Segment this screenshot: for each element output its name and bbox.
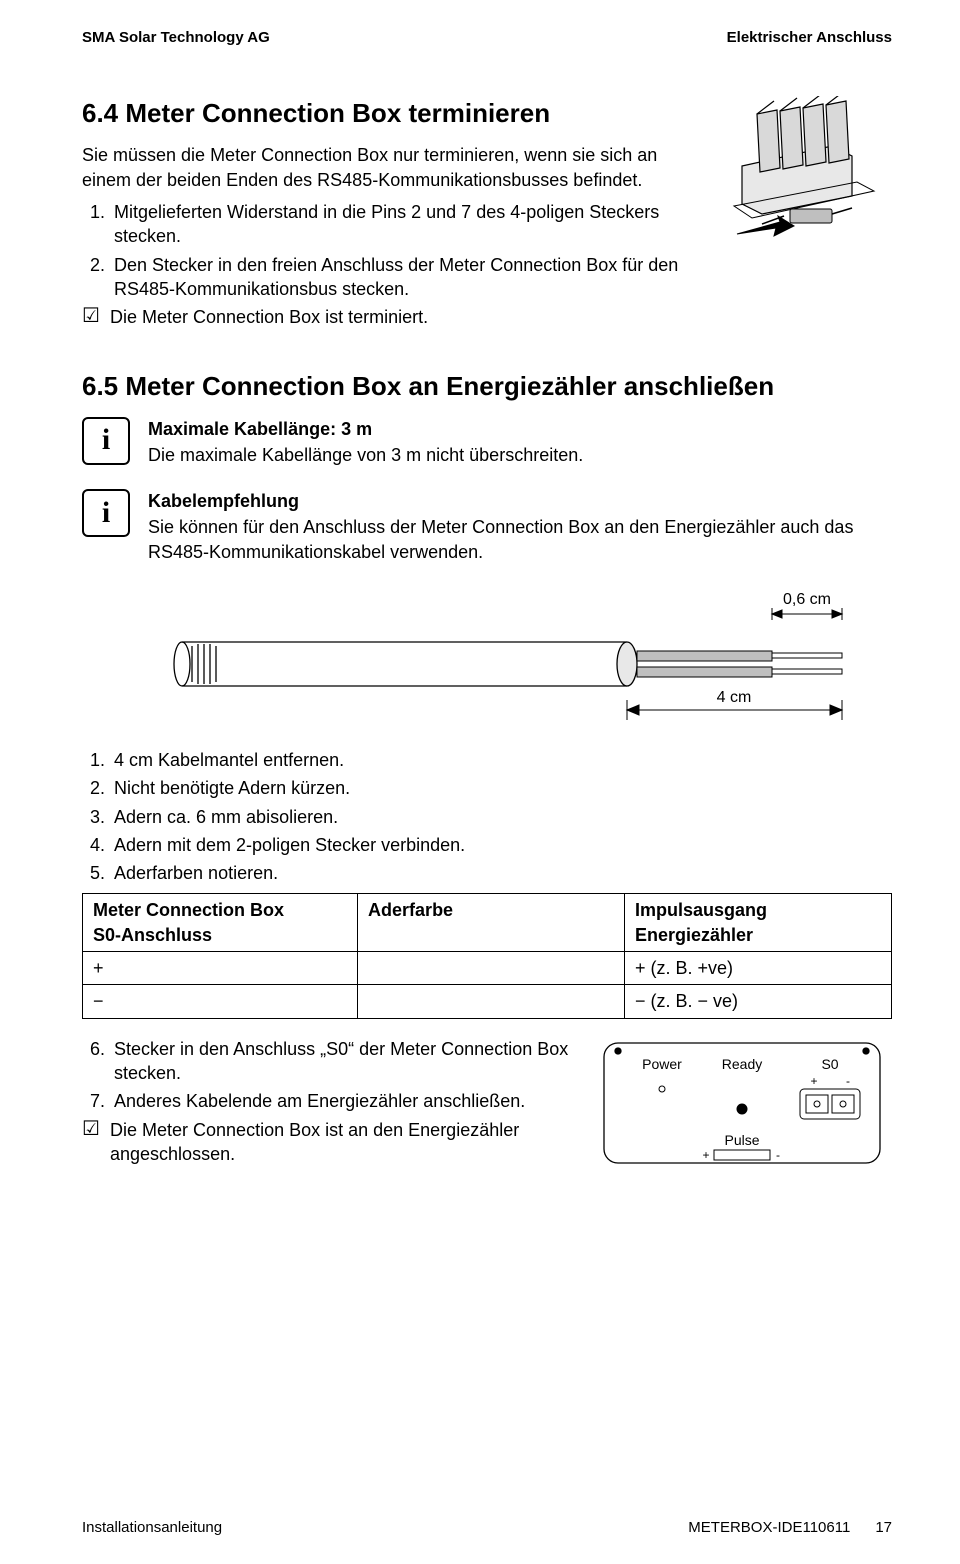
result-6-4: Die Meter Connection Box ist terminiert.: [110, 305, 428, 329]
result-6-5: Die Meter Connection Box ist an den Ener…: [110, 1118, 572, 1167]
th1b: S0-Anschluss: [93, 925, 212, 945]
th3b: Energiezähler: [635, 925, 753, 945]
r1c2: [358, 952, 625, 985]
section-6-5: 6.5 Meter Connection Box an Energiezähle…: [82, 369, 892, 1178]
dev-plus: +: [810, 1074, 817, 1088]
header-right: Elektrischer Anschluss: [727, 28, 892, 48]
step-6-5-1: 4 cm Kabelmantel entfernen.: [110, 748, 892, 772]
heading-6-4: 6.4 Meter Connection Box terminieren: [82, 96, 690, 131]
dev-pulse-plus: +: [702, 1148, 709, 1162]
info-icon: i: [82, 489, 130, 537]
r2c3: − (z. B. − ve): [625, 985, 892, 1018]
dev-pulse-minus: -: [776, 1148, 780, 1162]
dev-pulse: Pulse: [724, 1132, 759, 1148]
info2-text: Sie können für den Anschluss der Meter C…: [148, 515, 892, 564]
checkbox-icon: ☑: [82, 305, 110, 327]
step-6-5-6: Stecker in den Anschluss „S0“ der Meter …: [110, 1037, 572, 1086]
r1c1: +: [83, 952, 358, 985]
th2: Aderfarbe: [358, 894, 625, 952]
th1a: Meter Connection Box: [93, 900, 284, 920]
checkbox-icon: ☑: [82, 1118, 110, 1140]
dim-top: 0,6 cm: [783, 591, 831, 608]
header-left: SMA Solar Technology AG: [82, 28, 270, 48]
device-figure: Power Ready S0 + -: [592, 1029, 892, 1179]
dev-power: Power: [642, 1056, 682, 1072]
dev-minus: -: [846, 1074, 850, 1088]
info-icon: i: [82, 417, 130, 465]
step-6-5-7: Anderes Kabelende am Energiezähler ansch…: [110, 1089, 572, 1113]
wire-table: Meter Connection Box S0-Anschluss Aderfa…: [82, 893, 892, 1018]
step-6-5-4: Adern mit dem 2-poligen Stecker verbinde…: [110, 833, 892, 857]
dev-ready: Ready: [722, 1056, 762, 1072]
step-6-4-2: Den Stecker in den freien Anschluss der …: [110, 253, 690, 302]
terminator-figure: [702, 96, 892, 256]
dim-bottom: 4 cm: [717, 689, 752, 706]
cable-figure: 0,6 cm: [82, 588, 892, 738]
info1-title: Maximale Kabellänge: 3 m: [148, 417, 892, 441]
r2c1: −: [83, 985, 358, 1018]
footer-mid: METERBOX-IDE110611: [688, 1519, 850, 1536]
footer-left: Installationsanleitung: [82, 1518, 222, 1538]
dev-s0: S0: [821, 1056, 838, 1072]
section-6-4: 6.4 Meter Connection Box terminieren Sie…: [82, 96, 892, 329]
info1-text: Die maximale Kabellänge von 3 m nicht üb…: [148, 443, 892, 467]
footer-page: 17: [875, 1519, 892, 1536]
step-6-5-3: Adern ca. 6 mm abisolieren.: [110, 805, 892, 829]
r1c3: + (z. B. +ve): [625, 952, 892, 985]
step-6-5-5: Aderfarben notieren.: [110, 861, 892, 885]
r2c2: [358, 985, 625, 1018]
info2-title: Kabelempfehlung: [148, 489, 892, 513]
intro-6-4: Sie müssen die Meter Connection Box nur …: [82, 143, 690, 192]
step-6-4-1: Mitgelieferten Widerstand in die Pins 2 …: [110, 200, 690, 249]
heading-6-5: 6.5 Meter Connection Box an Energiezähle…: [82, 369, 892, 404]
step-6-5-2: Nicht benötigte Adern kürzen.: [110, 776, 892, 800]
th3a: Impulsausgang: [635, 900, 767, 920]
